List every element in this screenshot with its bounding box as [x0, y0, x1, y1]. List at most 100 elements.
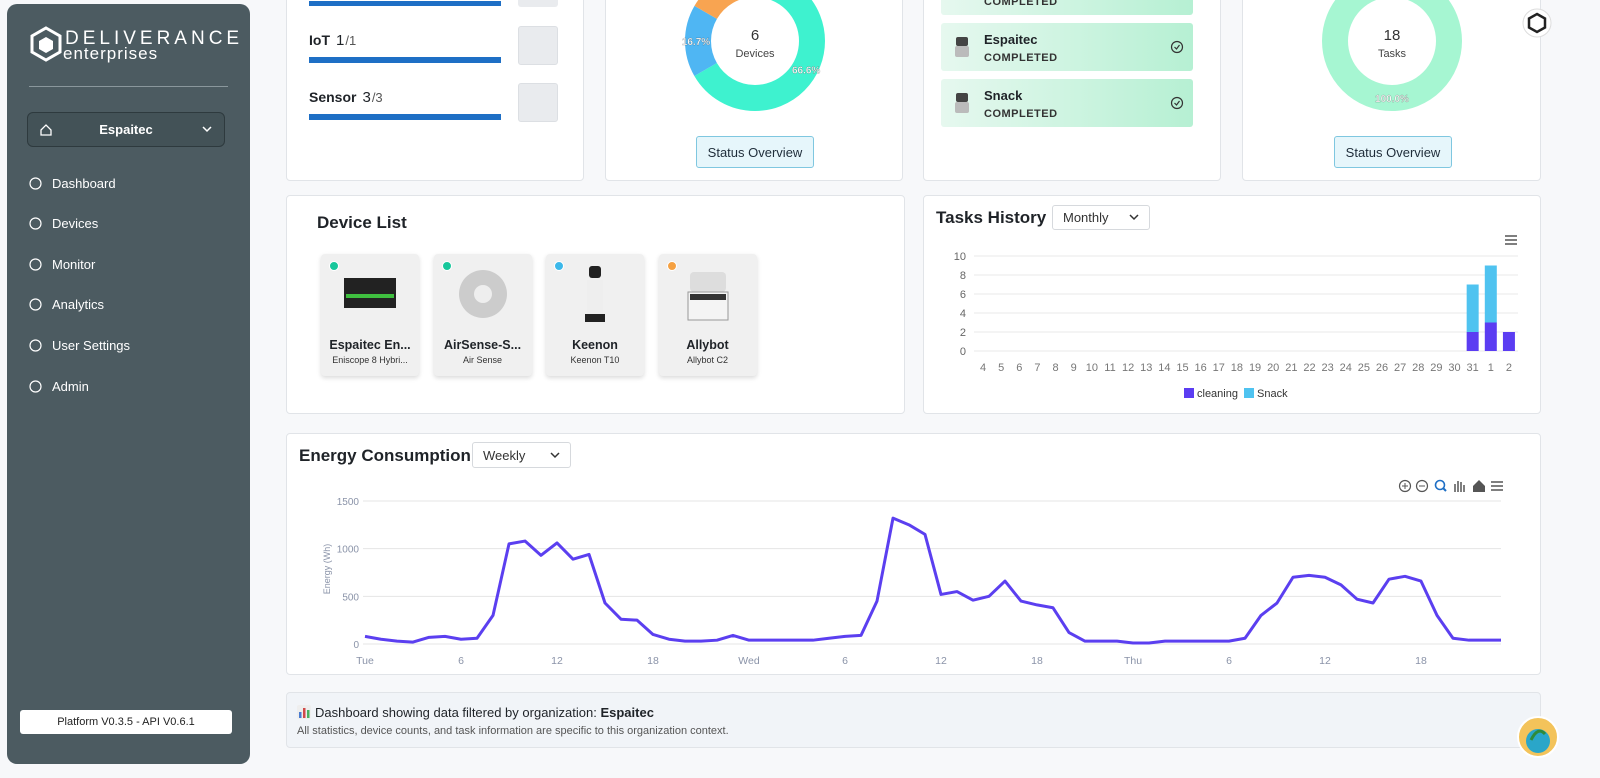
info-banner: Dashboard showing data filtered by organ… [286, 692, 1541, 748]
nav-item[interactable]: Analytics [29, 295, 104, 315]
type-name: IoT [309, 32, 330, 48]
x-tick-label: 18 [647, 655, 659, 667]
status-button[interactable]: Status Overview [696, 136, 814, 168]
device-card[interactable]: AirSense-S... Air Sense [433, 254, 532, 376]
tasks-donut-card: 100.0% 18 Tasks Status Overview [1242, 0, 1541, 181]
x-tick-label: 23 [1321, 362, 1333, 374]
nav-item[interactable]: Devices [29, 214, 98, 234]
x-tick-label: Tue [356, 655, 374, 667]
chart-toolbar[interactable] [1397, 478, 1507, 494]
x-tick-label: 22 [1303, 362, 1315, 374]
donut-segment [685, 0, 825, 111]
energy-card: Energy Consumption Weekly 0 500 1000 1500 Tu… [286, 433, 1541, 675]
legend-label: Snack [1257, 388, 1288, 400]
bar [1466, 332, 1479, 351]
period-select[interactable]: Monthly [1052, 205, 1150, 230]
segment-label: 100.0% [1375, 94, 1409, 105]
robot-icon [955, 93, 969, 113]
menu-icon[interactable] [1504, 234, 1518, 246]
x-tick-label: 27 [1394, 362, 1406, 374]
x-tick-label: 6 [842, 655, 848, 667]
x-tick-label: 9 [1071, 362, 1077, 374]
x-tick-label: 8 [1053, 362, 1059, 374]
divider [29, 86, 228, 87]
x-tick-label: 7 [1034, 362, 1040, 374]
bar [1466, 284, 1479, 332]
device-model: Eniscope 8 Hybri... [332, 355, 408, 365]
donut-chart: 100.0% 18 Tasks [1322, 0, 1462, 111]
type-total: /3 [371, 90, 383, 105]
segment-label: 16.7% [682, 37, 710, 48]
device-types-card: IoT 1/1 Sensor 3/3 [286, 0, 584, 181]
status-dot [666, 261, 677, 271]
task-name: Snack [984, 88, 1023, 103]
chart-icon [297, 705, 311, 719]
home-icon [40, 124, 52, 136]
device-model: Keenon T10 [570, 355, 620, 365]
y-tick-label: 0 [960, 346, 966, 358]
bar [1484, 265, 1497, 323]
device-image [458, 270, 507, 318]
type-count: 1 [336, 32, 345, 49]
type-name: Sensor [309, 89, 357, 105]
bar [1502, 332, 1515, 351]
banner-org: Espaitec [600, 705, 654, 720]
type-count: 3 [362, 89, 371, 106]
device-card[interactable]: Espaitec En... Eniscope 8 Hybri... [321, 254, 419, 376]
progress-bar [309, 57, 501, 63]
x-tick-label: 6 [1016, 362, 1022, 374]
nav-item[interactable]: Admin [29, 376, 89, 396]
device-model: Air Sense [462, 355, 503, 365]
status-dot [441, 261, 452, 271]
status-button[interactable]: Status Overview [1334, 136, 1452, 168]
org-name: Espaitec [99, 122, 153, 137]
y-tick-label: 4 [960, 308, 966, 320]
y-tick-label: 6 [960, 289, 966, 301]
task-status: COMPLETED [984, 108, 1058, 120]
tasks-card: COMPLETED Espaitec COMPLETED Snack COMPLETED [923, 0, 1221, 181]
x-tick-label: 12 [1122, 362, 1134, 374]
center-label: Devices [735, 48, 775, 60]
period-select[interactable]: Weekly [472, 442, 571, 468]
device-card[interactable]: Keenon Keenon T10 [546, 254, 644, 376]
nav-item[interactable]: User Settings [29, 335, 130, 355]
legend-label: cleaning [1197, 388, 1238, 400]
task-name: Espaitec [984, 32, 1038, 47]
task-item: COMPLETED [941, 0, 1193, 15]
x-tick-label: 6 [1226, 655, 1232, 667]
x-tick-label: 12 [935, 655, 947, 667]
x-tick-label: 18 [1415, 655, 1427, 667]
sidebar: DELIVERANCE enterprises Espaitec Dashboa… [7, 4, 250, 764]
donut-segment [685, 0, 825, 111]
device-card[interactable]: Allybot Allybot C2 [658, 254, 757, 376]
icon-box [518, 26, 558, 65]
device-name: Allybot [686, 338, 729, 352]
y-tick-label: 0 [353, 640, 359, 651]
status-dot [329, 261, 339, 271]
assistant-button[interactable] [1517, 716, 1559, 758]
x-tick-label: 19 [1249, 362, 1261, 374]
x-tick-label: 18 [1031, 655, 1043, 667]
y-tick-label: 1500 [337, 497, 360, 508]
nav-item[interactable]: Monitor [29, 254, 95, 274]
nav-label: User Settings [52, 337, 131, 353]
avatar[interactable] [1522, 8, 1552, 38]
x-tick-label: 5 [998, 362, 1004, 374]
progress-bar [309, 1, 501, 6]
nav-label: Analytics [52, 297, 105, 313]
org-select[interactable]: Espaitec [27, 112, 225, 147]
banner-note: All statistics, device counts, and task … [297, 725, 729, 737]
x-tick-label: 25 [1358, 362, 1370, 374]
center-value: 18 [1384, 27, 1401, 44]
nav-label: Admin [52, 378, 89, 394]
nav-icon [29, 298, 42, 311]
nav-icon [29, 176, 42, 190]
donut-segment [1322, 0, 1462, 111]
device-name: Espaitec En... [329, 338, 411, 352]
nav-item[interactable]: Dashboard [29, 173, 116, 193]
x-tick-label: 17 [1213, 362, 1225, 374]
x-tick-label: 26 [1376, 362, 1388, 374]
icon-box [518, 83, 558, 122]
task-item: Snack COMPLETED [941, 79, 1193, 127]
